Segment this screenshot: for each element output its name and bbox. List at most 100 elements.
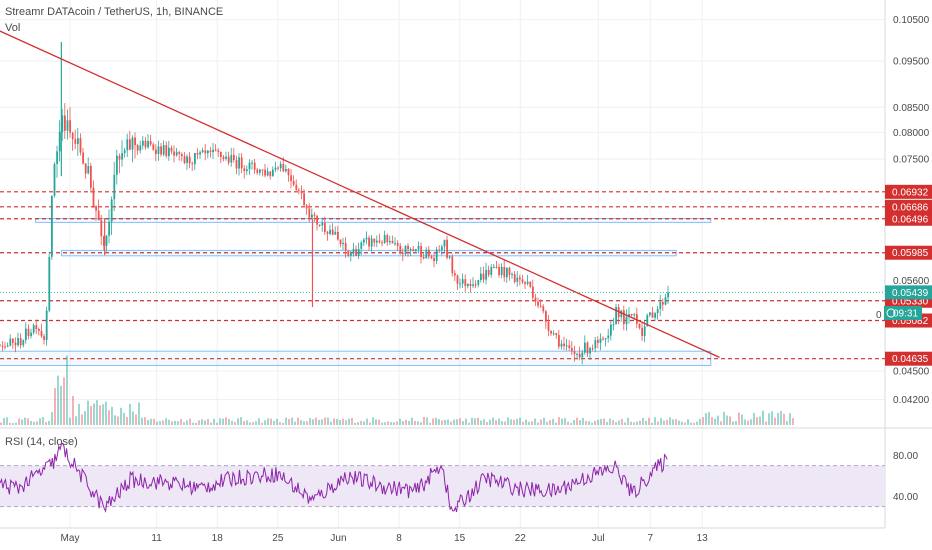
volume-bar xyxy=(582,417,584,425)
volume-bar xyxy=(678,420,680,425)
candle-body xyxy=(269,171,272,177)
candle-body xyxy=(630,313,633,316)
candle-body xyxy=(516,277,519,282)
volume-bar xyxy=(81,414,83,425)
volume-bar xyxy=(273,420,275,425)
candle-body xyxy=(298,189,300,191)
volume-bar xyxy=(291,417,293,425)
candle-body xyxy=(183,156,186,164)
candle-body xyxy=(599,338,602,343)
volume-bar xyxy=(762,410,764,425)
volume-bar xyxy=(279,422,281,425)
candle-body xyxy=(430,256,433,259)
candle-body xyxy=(74,139,77,144)
candle-body xyxy=(360,242,363,249)
volume-bar xyxy=(525,419,527,425)
volume-bar xyxy=(501,421,503,425)
volume-bar xyxy=(408,421,410,425)
clock-icon xyxy=(886,308,896,318)
candle-body xyxy=(175,152,178,156)
candle-body xyxy=(204,150,207,154)
candle-body xyxy=(9,338,12,346)
volume-bar xyxy=(777,412,779,425)
volume-bar xyxy=(597,419,599,425)
price-axis-tick-label: 0.04200 xyxy=(893,395,930,406)
level-price-tag-label: 0.05330 xyxy=(892,296,929,307)
candle-body xyxy=(594,340,597,349)
volume-bar xyxy=(669,417,671,425)
candle-body xyxy=(157,146,160,154)
candle-body xyxy=(17,337,19,346)
volume-bar xyxy=(630,421,632,425)
candle-body xyxy=(542,306,545,312)
candle-body xyxy=(633,314,636,316)
candle-body xyxy=(108,221,110,236)
candle-body xyxy=(578,353,581,358)
candle-body xyxy=(394,243,396,245)
candle-body xyxy=(95,206,97,211)
volume-bar xyxy=(732,421,734,425)
candle-body xyxy=(334,231,337,235)
candle-body xyxy=(339,239,342,245)
candle-body xyxy=(519,277,521,280)
candle-body xyxy=(448,256,451,258)
candle-body xyxy=(654,313,656,318)
volume-bar xyxy=(558,417,560,425)
candle-body xyxy=(305,205,308,209)
candle-body xyxy=(467,283,469,287)
volume-bar xyxy=(651,422,653,425)
volume-bar xyxy=(165,418,167,425)
candle-body xyxy=(446,239,448,258)
candle-body xyxy=(43,336,45,340)
candle-body xyxy=(217,150,220,152)
candle-body xyxy=(311,214,313,218)
last-price-value: 0.05439 xyxy=(892,288,929,299)
volume-bar xyxy=(15,422,17,425)
volume-bar xyxy=(402,421,404,425)
volume-bar xyxy=(90,406,92,425)
volume-bar xyxy=(270,418,272,425)
candle-body xyxy=(508,267,511,275)
volume-bar xyxy=(6,417,8,425)
candle-body xyxy=(422,257,425,259)
volume-bar xyxy=(726,415,728,425)
candle-body xyxy=(620,310,623,318)
volume-bar xyxy=(198,420,200,425)
candle-body xyxy=(350,253,352,256)
volume-bar xyxy=(390,422,392,425)
candle-body xyxy=(495,266,498,268)
candle-body xyxy=(347,250,350,256)
volume-bar xyxy=(474,418,476,425)
volume-bar xyxy=(498,418,500,425)
volume-bar xyxy=(381,422,383,425)
volume-bar xyxy=(276,418,278,425)
candle-body xyxy=(103,236,105,246)
volume-bar xyxy=(459,418,461,425)
volume-bar xyxy=(183,422,185,425)
volume-bar xyxy=(579,419,581,425)
volume-bar xyxy=(720,421,722,425)
volume-bar xyxy=(21,419,23,425)
volume-bar xyxy=(429,422,431,425)
candle-body xyxy=(563,343,565,346)
candle-body xyxy=(355,249,357,256)
volume-bar xyxy=(513,419,515,425)
candle-body xyxy=(368,237,370,247)
volume-bar xyxy=(663,420,665,425)
candle-body xyxy=(381,242,383,244)
volume-bar xyxy=(675,419,677,425)
volume-bar xyxy=(222,418,224,425)
candle-body xyxy=(123,150,126,154)
candle-body xyxy=(188,156,191,164)
volume-bar xyxy=(318,419,320,425)
candle-body xyxy=(69,120,71,133)
candle-body xyxy=(438,249,441,251)
volume-bar xyxy=(30,421,32,425)
candle-body xyxy=(196,152,199,155)
candle-body xyxy=(235,159,238,169)
volume-bar xyxy=(72,395,74,425)
volume-bar xyxy=(297,417,299,425)
price-axis-tick-label: 0 xyxy=(876,310,882,321)
candle-body xyxy=(511,274,513,276)
